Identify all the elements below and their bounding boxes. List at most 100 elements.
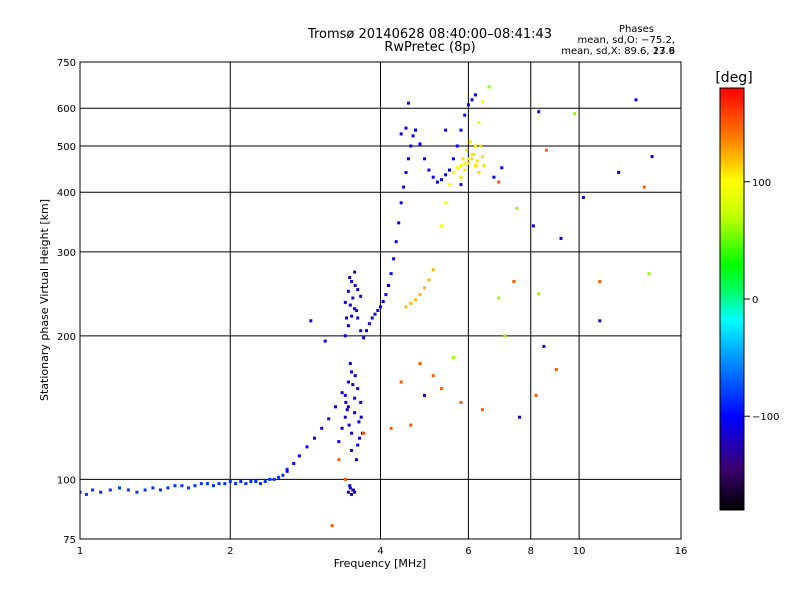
data-point: [440, 178, 443, 182]
data-point: [244, 482, 248, 486]
data-point: [348, 484, 352, 488]
data-point: [228, 480, 232, 483]
data-point: [353, 374, 357, 378]
data-point: [359, 415, 363, 419]
data-point: [477, 121, 481, 124]
data-point: [423, 157, 426, 161]
data-point: [531, 224, 535, 228]
x-tick-label: 4: [377, 546, 383, 557]
data-point: [451, 171, 455, 174]
data-point: [346, 289, 350, 293]
data-point: [143, 488, 147, 492]
data-point: [362, 336, 366, 340]
y-tick-label: 500: [57, 142, 76, 153]
data-point: [313, 436, 316, 440]
data-point: [91, 488, 95, 492]
data-point: [500, 166, 504, 170]
data-point: [537, 110, 541, 114]
data-point: [223, 482, 227, 486]
plot-frame: [79, 61, 682, 540]
data-point: [359, 294, 363, 298]
data-point: [468, 140, 472, 144]
data-point: [451, 157, 455, 161]
data-point: [461, 157, 465, 161]
data-point: [418, 362, 422, 365]
data-point: [480, 99, 484, 103]
data-point: [512, 280, 516, 283]
data-point: [414, 128, 417, 132]
data-point: [573, 112, 577, 115]
data-point: [479, 144, 483, 148]
data-point: [347, 423, 351, 427]
data-point: [305, 445, 309, 449]
data-point: [362, 431, 366, 435]
data-point: [448, 168, 451, 172]
data-point: [249, 480, 253, 483]
data-point: [431, 374, 435, 378]
data-point: [254, 480, 258, 483]
data-point: [459, 164, 463, 167]
x-tick-label: 16: [675, 546, 688, 557]
data-point: [135, 490, 139, 494]
data-point: [463, 161, 467, 165]
data-point: [126, 488, 130, 492]
colorbar-tick-label: −100: [752, 412, 779, 423]
data-point: [492, 175, 496, 179]
data-point: [199, 482, 203, 486]
data-point: [474, 164, 477, 167]
data-point: [435, 180, 439, 184]
data-point: [444, 173, 448, 177]
data-point: [414, 298, 417, 302]
data-point: [340, 391, 344, 395]
data-point: [359, 400, 363, 404]
data-point: [80, 490, 82, 494]
data-point: [356, 316, 360, 320]
data-point: [350, 314, 354, 318]
data-point: [503, 334, 507, 338]
data-point: [559, 236, 563, 240]
data-point: [205, 482, 209, 486]
data-point: [515, 206, 519, 210]
data-point: [355, 309, 358, 312]
data-point: [404, 171, 408, 174]
phases-x-line: mean, sd,X: 89.6, 23.9: [561, 46, 675, 57]
data-point: [351, 488, 355, 492]
data-point: [151, 486, 155, 490]
data-point: [470, 153, 474, 156]
colorbar-label: [deg]: [715, 70, 752, 86]
data-point: [409, 144, 413, 148]
data-point: [480, 155, 484, 159]
data-point: [554, 368, 558, 371]
data-point: [353, 490, 357, 494]
data-point: [381, 300, 385, 303]
data-point: [346, 324, 350, 328]
data-point: [598, 280, 602, 283]
data-point: [263, 480, 267, 483]
data-point: [542, 344, 546, 348]
x-tick-label: 1: [77, 546, 83, 557]
data-point: [444, 128, 448, 132]
data-point: [470, 98, 474, 102]
data-point: [367, 322, 371, 326]
data-point: [285, 467, 289, 471]
data-point: [346, 490, 350, 494]
data-point: [217, 482, 221, 486]
data-point: [389, 272, 393, 276]
data-point: [166, 486, 170, 490]
data-point: [268, 477, 272, 481]
colorbar-tick-label: 0: [752, 295, 758, 306]
data-point: [392, 257, 396, 261]
y-tick-label: 400: [57, 188, 76, 199]
data-point: [358, 436, 361, 440]
chart-subtitle: RwPretec (8p): [384, 40, 476, 55]
data-point: [234, 482, 238, 486]
data-point: [376, 309, 380, 312]
data-point: [323, 339, 327, 343]
data-point: [281, 473, 285, 477]
data-point: [497, 296, 501, 300]
data-point: [118, 486, 121, 490]
data-point: [327, 417, 331, 421]
data-point: [466, 103, 470, 107]
phases-o-line: mean, sd,O: −75.2, 17.6: [577, 35, 675, 57]
data-point: [356, 443, 360, 447]
